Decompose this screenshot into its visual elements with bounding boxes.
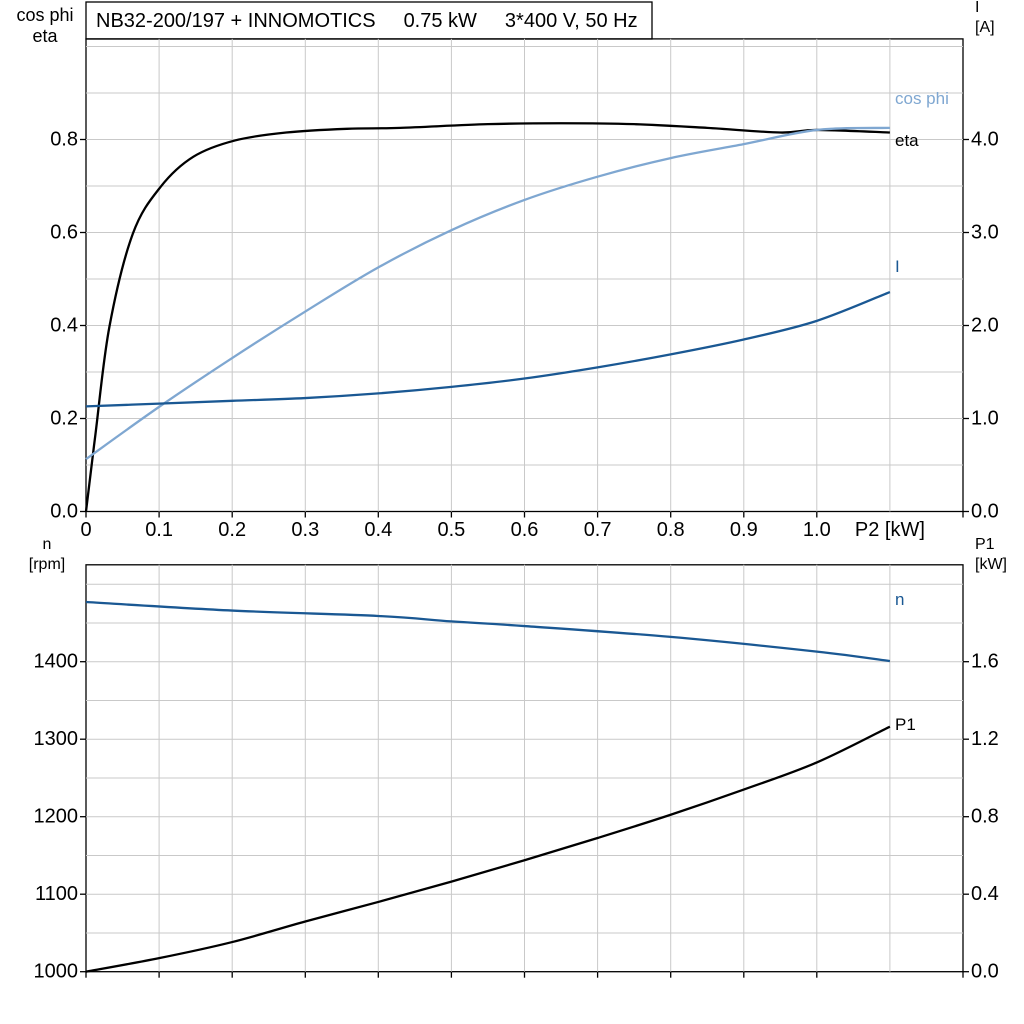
- svg-text:1.0: 1.0: [803, 519, 831, 541]
- svg-text:[kW]: [kW]: [975, 556, 1007, 573]
- svg-text:0.4: 0.4: [971, 883, 999, 905]
- svg-text:0.4: 0.4: [50, 315, 78, 337]
- svg-text:1.2: 1.2: [971, 728, 999, 750]
- svg-text:0.5: 0.5: [437, 519, 465, 541]
- svg-text:0.9: 0.9: [730, 519, 758, 541]
- svg-text:0.7: 0.7: [584, 519, 612, 541]
- svg-text:0.0: 0.0: [971, 501, 999, 523]
- svg-text:2.0: 2.0: [971, 315, 999, 337]
- svg-text:eta: eta: [32, 26, 58, 46]
- svg-text:1200: 1200: [34, 806, 79, 828]
- svg-text:1400: 1400: [34, 651, 79, 673]
- svg-text:0: 0: [80, 519, 91, 541]
- svg-text:0.8: 0.8: [971, 806, 999, 828]
- svg-text:3.0: 3.0: [971, 222, 999, 244]
- svg-text:P2 [kW]: P2 [kW]: [855, 519, 925, 541]
- svg-text:I: I: [895, 257, 900, 276]
- svg-text:0.6: 0.6: [511, 519, 539, 541]
- svg-text:cos phi: cos phi: [16, 5, 73, 25]
- svg-text:0.3: 0.3: [291, 519, 319, 541]
- svg-text:1.6: 1.6: [971, 651, 999, 673]
- svg-text:0.0: 0.0: [50, 501, 78, 523]
- svg-text:[rpm]: [rpm]: [29, 556, 65, 573]
- svg-text:1300: 1300: [34, 728, 79, 750]
- svg-text:0.8: 0.8: [657, 519, 685, 541]
- svg-text:0.1: 0.1: [145, 519, 173, 541]
- svg-text:eta: eta: [895, 131, 919, 150]
- svg-text:0.2: 0.2: [50, 408, 78, 430]
- svg-text:0.0: 0.0: [971, 961, 999, 983]
- svg-text:P1: P1: [895, 715, 916, 734]
- svg-text:0.4: 0.4: [364, 519, 392, 541]
- svg-text:0.6: 0.6: [50, 222, 78, 244]
- svg-text:0.2: 0.2: [218, 519, 246, 541]
- svg-text:P1: P1: [975, 536, 995, 553]
- svg-text:0.8: 0.8: [50, 129, 78, 151]
- svg-text:n: n: [43, 536, 52, 553]
- svg-text:1100: 1100: [35, 883, 78, 905]
- svg-text:cos phi: cos phi: [895, 89, 949, 108]
- svg-text:n: n: [895, 590, 904, 609]
- svg-text:I: I: [975, 0, 979, 16]
- svg-text:4.0: 4.0: [971, 129, 999, 151]
- svg-text:1000: 1000: [34, 961, 79, 983]
- svg-text:1.0: 1.0: [971, 408, 999, 430]
- svg-text:[A]: [A]: [975, 19, 995, 36]
